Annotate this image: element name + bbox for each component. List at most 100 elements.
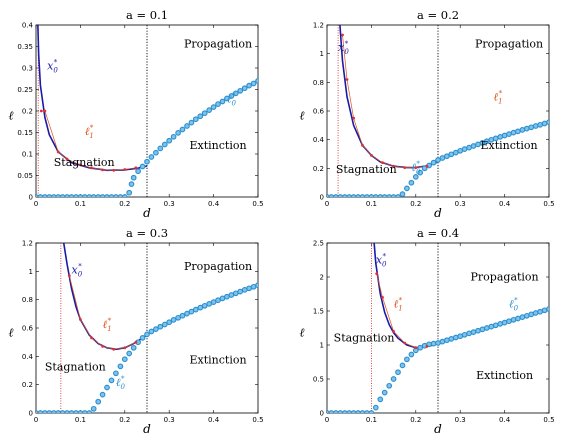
series-x0-line [62, 243, 148, 351]
series-l0-point [528, 311, 535, 318]
x-tick-label: 0.5 [543, 200, 554, 208]
x-tick-label: 0.2 [119, 200, 130, 208]
series-l0-point [395, 194, 401, 197]
series-l0-point [399, 191, 406, 197]
label-l1: ℓ1* [394, 297, 403, 313]
series-l1-line [68, 275, 137, 350]
region-propagation: Propagation [475, 37, 543, 50]
series-l0-point [64, 410, 70, 413]
series-l1-point [112, 168, 116, 172]
series-l0-point [228, 93, 235, 99]
series-l1-point [90, 166, 93, 170]
series-l0-point [333, 410, 339, 413]
series-x0-line [37, 25, 148, 172]
series-l0-point [73, 410, 79, 413]
series-l0-point [412, 174, 419, 180]
series-l0-point [215, 101, 221, 107]
series-l0-point [368, 410, 375, 413]
series-l0-point [144, 158, 150, 165]
series-l0-point [421, 165, 428, 172]
y-tick-label: 0.2 [22, 381, 33, 389]
x-tick-label: 0.3 [455, 200, 466, 208]
series-l0-point [219, 98, 226, 105]
panel-3: 0 0.1 0.2 0.3 0.4 0.5 0 0.2 0.4 0.6 0.8 1 1.2 a = 0.3… [9, 226, 264, 436]
label-l0: ℓ0* [411, 160, 421, 176]
series-l0-point [390, 376, 397, 382]
series-l1-line [342, 34, 427, 168]
y-tick-label: 2 [320, 274, 324, 282]
series-l0-point [372, 194, 379, 197]
y-tick-label: 1.2 [313, 22, 324, 30]
y-tick-label: 0 [29, 410, 33, 418]
series-l0-point [448, 336, 455, 342]
y-axis-label: ℓ [300, 109, 305, 123]
series-l0-point [148, 328, 155, 335]
series-l0-point [113, 370, 119, 377]
series-l0-point [241, 85, 248, 92]
series-l0-point [386, 382, 393, 389]
series-l0-point [364, 410, 370, 413]
series-l0-point [192, 306, 199, 313]
label-l1: ℓ1* [85, 124, 94, 140]
x-axis-label: d [143, 422, 151, 436]
data-area [327, 25, 549, 197]
series-l0-point [59, 194, 66, 197]
label-l0: ℓ0* [116, 375, 126, 391]
series-l0-point [121, 356, 128, 363]
series-l0-point [161, 321, 168, 328]
series-l0-point [170, 133, 177, 140]
series-l0-point [126, 350, 133, 357]
y-tick-label: 0.2 [22, 108, 33, 116]
x-tick-label: 0.4 [499, 416, 511, 424]
series-l0-point [448, 151, 455, 158]
series-l1-point [425, 164, 429, 168]
series-l1-point [134, 166, 138, 170]
series-l0-point [492, 322, 499, 329]
y-tick-label: 2.5 [313, 240, 324, 248]
series-l0-point [546, 119, 549, 126]
label-x0: x0* [72, 263, 83, 279]
series-l1-point [414, 346, 418, 350]
series-l0-point [121, 194, 128, 197]
series-l0-point [130, 174, 137, 181]
series-l0-point [108, 377, 115, 384]
x-tick-label: 0.4 [499, 200, 511, 208]
x-axis-label: d [143, 206, 151, 220]
series-l0-point [59, 410, 66, 413]
series-l0-point [224, 95, 230, 102]
series-l1-point [414, 166, 418, 170]
series-l0-point [117, 363, 124, 370]
x-tick-label: 0.1 [75, 416, 86, 424]
y-axis-label: ℓ [9, 326, 14, 340]
series-l0-point [81, 410, 88, 413]
series-l0-point [399, 362, 406, 369]
series-l0-point [153, 326, 159, 332]
region-propagation: Propagation [184, 37, 252, 50]
series-l1-point [381, 296, 384, 299]
chart-title: a = 0.2 [417, 8, 459, 22]
series-l1-point [79, 163, 82, 167]
series-l1-point [101, 345, 104, 348]
series-l0-point [135, 168, 141, 175]
series-l1-point [79, 318, 82, 321]
series-l0-point [404, 356, 410, 363]
series-l0-point [197, 113, 204, 120]
series-l1-point [90, 336, 93, 340]
series-l1-point [425, 345, 429, 348]
series-l0-point [153, 149, 159, 156]
series-l0-point [188, 308, 195, 315]
panel-1: 0 0.1 0.2 0.3 0.4 0.5 0 0.05 0.1 0.15 0.2 0.25 0.3 0.… [9, 8, 264, 220]
series-l0-point [483, 325, 490, 331]
series-l0-point [377, 396, 384, 403]
x-tick-label: 0.3 [164, 200, 175, 208]
series-l0-point [359, 410, 366, 413]
label-x0: x0* [376, 252, 387, 268]
series-l1-point [403, 341, 407, 345]
x-tick-label: 0 [325, 416, 329, 424]
label-l0: ℓ0* [227, 91, 237, 107]
series-l0-point [37, 410, 44, 413]
series-l0-point [192, 116, 199, 123]
region-stagnation: Stagnation [45, 361, 106, 374]
series-l0-point [417, 344, 424, 351]
